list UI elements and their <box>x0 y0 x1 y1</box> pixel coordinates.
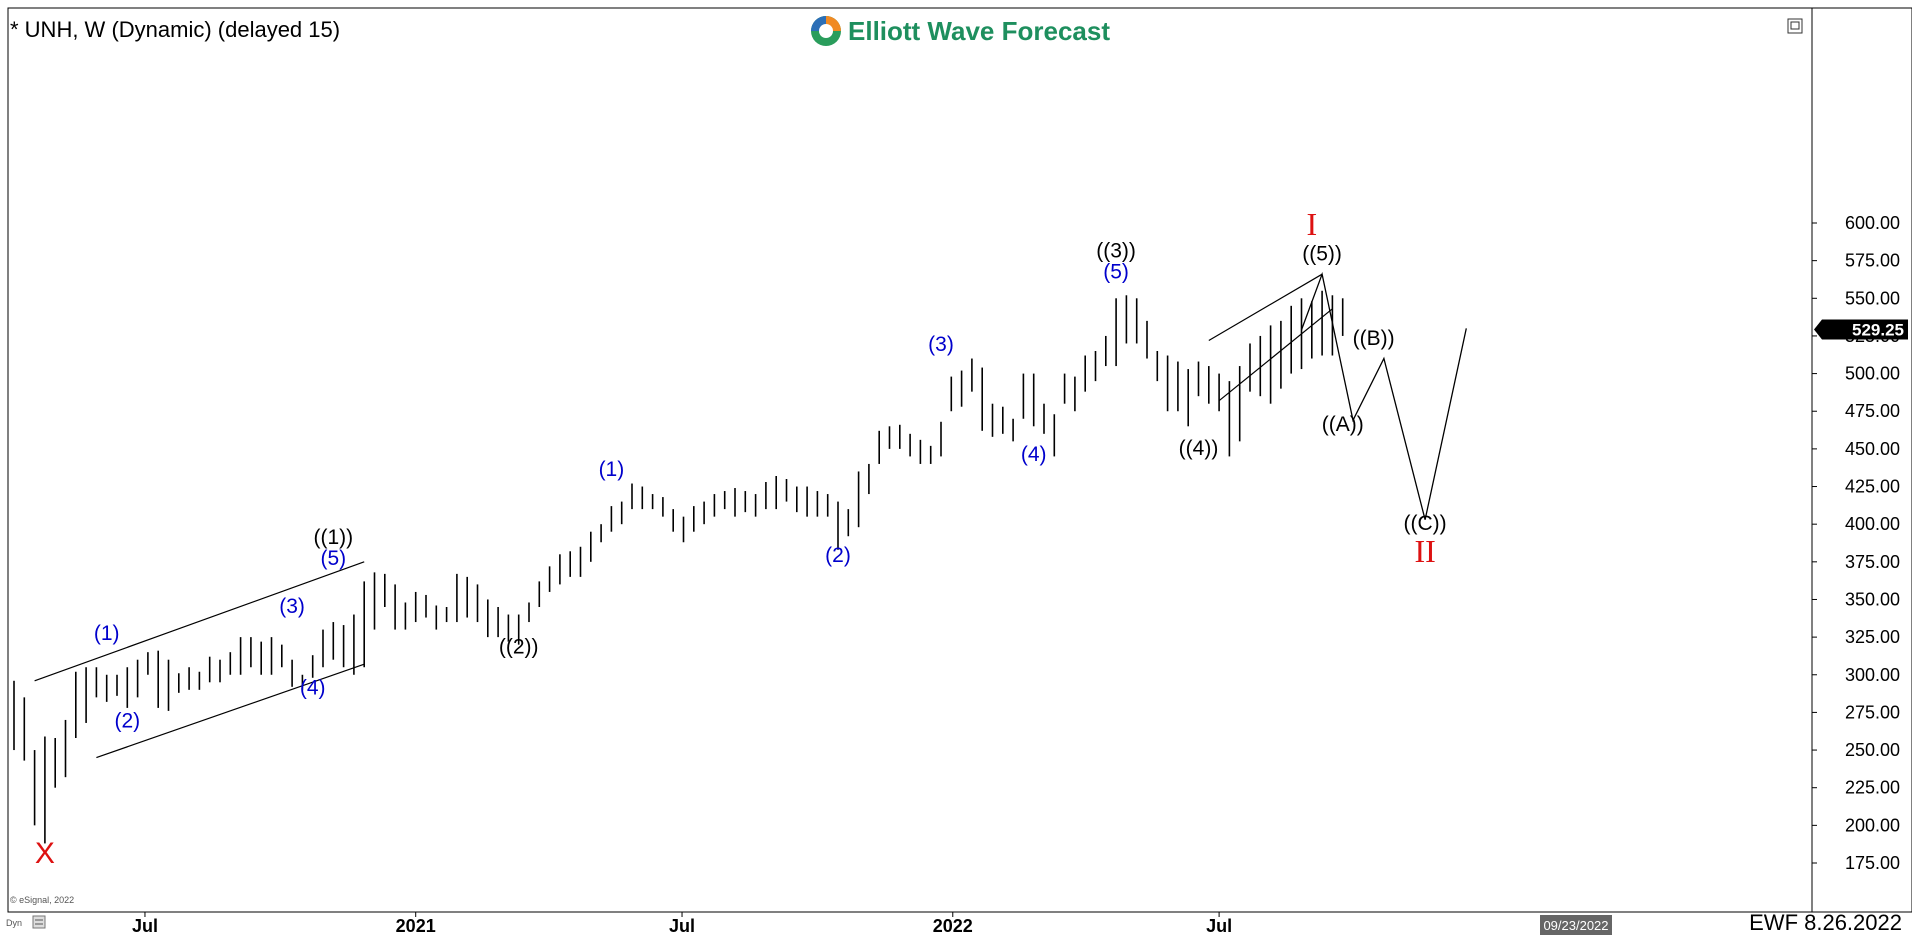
y-tick-label: 475.00 <box>1845 401 1900 421</box>
current-price-tag: 529.25 <box>1814 319 1908 340</box>
wave-label: ((C)) <box>1404 512 1447 535</box>
y-tick-label: 600.00 <box>1845 213 1900 233</box>
wave-label: ((4)) <box>1179 437 1219 460</box>
channel-line <box>34 561 365 682</box>
wave-label: (2) <box>825 544 851 567</box>
y-tick-label: 225.00 <box>1845 778 1900 798</box>
wave-label: II <box>1414 533 1435 569</box>
wave-label: (5) <box>1103 261 1129 284</box>
wave-label: (4) <box>300 676 326 699</box>
wave-label: I <box>1306 206 1317 242</box>
symbol-title: * UNH, W (Dynamic) (delayed 15) <box>10 17 340 42</box>
wave-label: (1) <box>94 622 120 645</box>
x-tick-label: Jul <box>1206 916 1232 936</box>
x-tick-label: Jul <box>669 916 695 936</box>
wave-labels: X(1)(2)(3)(4)(5)((1))((2))(1)(2)(3)(4)(5… <box>35 206 1447 870</box>
cursor-date-tag: 09/23/2022 <box>1540 915 1612 935</box>
y-tick-label: 400.00 <box>1845 514 1900 534</box>
brand-logo: Elliott Wave Forecast <box>811 16 1110 46</box>
y-tick-label: 200.00 <box>1845 815 1900 835</box>
dyn-label: Dyn <box>6 918 22 928</box>
y-tick-label: 375.00 <box>1845 552 1900 572</box>
wave-label: ((3)) <box>1096 240 1136 263</box>
x-tick-label: Jul <box>132 916 158 936</box>
logo-icon <box>811 16 841 46</box>
wave-label: ((5)) <box>1302 243 1342 266</box>
wave-label: (3) <box>279 595 305 618</box>
y-tick-label: 325.00 <box>1845 627 1900 647</box>
y-tick-label: 275.00 <box>1845 702 1900 722</box>
y-tick-label: 575.00 <box>1845 251 1900 271</box>
channel-line <box>96 663 365 759</box>
wave-label: (3) <box>928 333 954 356</box>
price-axis: 175.00 200.00 225.00 250.00 275.00 300.00 325.… <box>1812 213 1900 873</box>
x-tick-label: 2021 <box>396 916 436 936</box>
y-tick-label: 175.00 <box>1845 853 1900 873</box>
ohlc-bars <box>13 290 1344 844</box>
chart-frame <box>7 7 1912 913</box>
channel-line <box>1208 273 1323 341</box>
wave-label: ((1)) <box>313 526 353 549</box>
time-axis: Jul 2021 Jul 2022 Jul <box>132 912 1232 936</box>
brand-name: Elliott Wave Forecast <box>848 16 1110 46</box>
wave-label: ((B)) <box>1353 327 1395 350</box>
y-tick-label: 300.00 <box>1845 665 1900 685</box>
chart-settings-icon[interactable] <box>32 915 46 929</box>
wave-label: ((A)) <box>1322 413 1364 436</box>
y-tick-label: 250.00 <box>1845 740 1900 760</box>
cursor-date: 09/23/2022 <box>1543 918 1608 933</box>
y-tick-label: 550.00 <box>1845 288 1900 308</box>
y-tick-label: 450.00 <box>1845 439 1900 459</box>
y-tick-label: 500.00 <box>1845 364 1900 384</box>
wave-label: (2) <box>114 709 140 732</box>
wave-label: X <box>35 837 55 870</box>
copyright-text: © eSignal, 2022 <box>10 895 74 905</box>
wave-label: (5) <box>320 547 346 570</box>
footer-stamp: EWF 8.26.2022 <box>1749 910 1902 935</box>
y-tick-label: 350.00 <box>1845 589 1900 609</box>
wave-label: ((2)) <box>499 636 539 659</box>
wave-label: (1) <box>599 458 625 481</box>
projection-path <box>1300 271 1467 520</box>
y-tick-label: 425.00 <box>1845 477 1900 497</box>
wave-label: (4) <box>1021 443 1047 466</box>
channel-line <box>1218 308 1333 402</box>
wave-channel-lines <box>34 273 1333 759</box>
maximize-icon[interactable] <box>1787 18 1803 34</box>
x-tick-label: 2022 <box>933 916 973 936</box>
projection-line <box>1300 271 1467 520</box>
current-price-value: 529.25 <box>1852 321 1904 340</box>
